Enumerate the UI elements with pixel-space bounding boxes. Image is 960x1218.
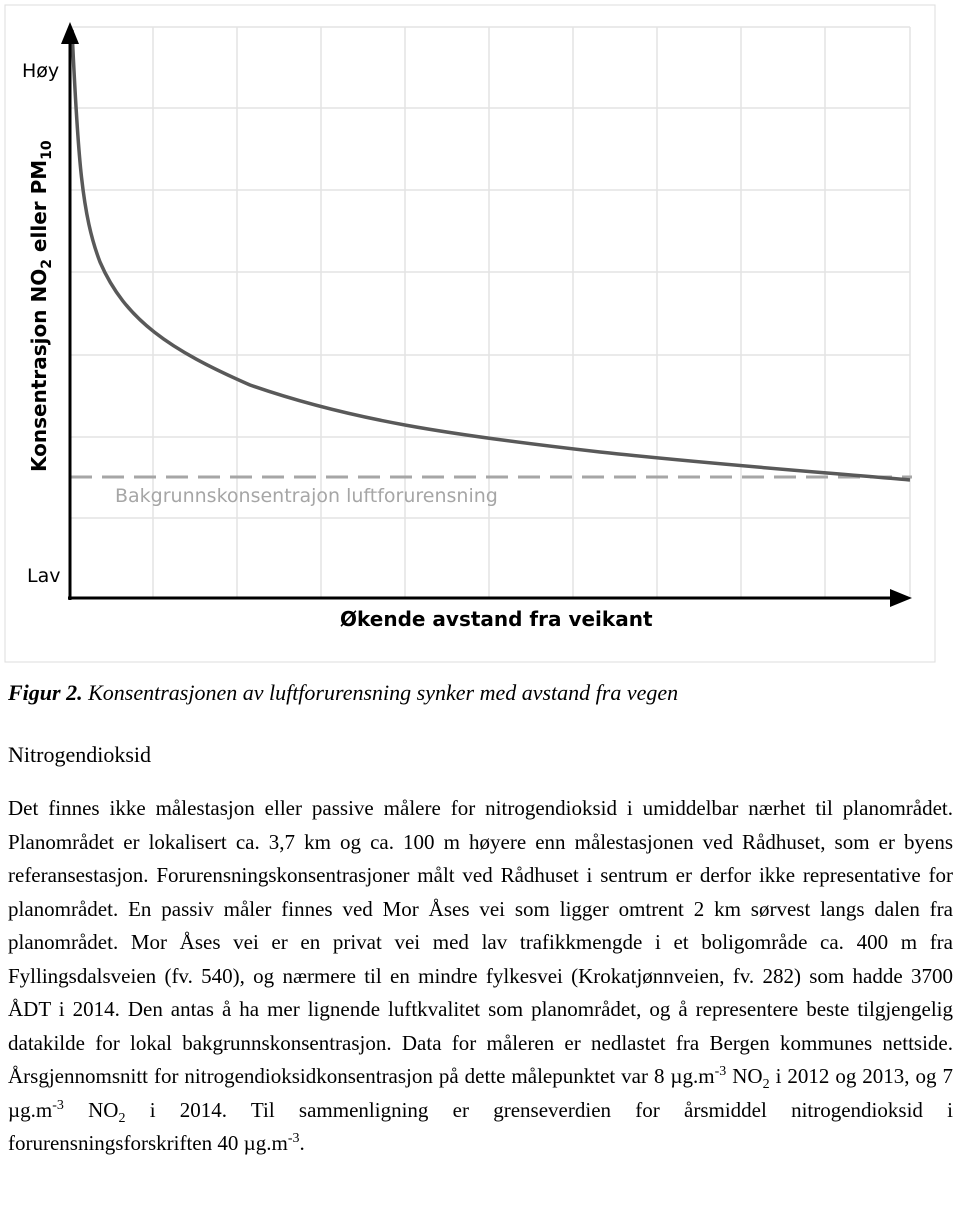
y-label-sub: 10 [39, 140, 55, 160]
x-arrow [890, 589, 912, 607]
y-label-part: Konsentrasjon NO [27, 269, 51, 472]
figure: Høy Lav Bakgrunnskonsentrajon luftforure… [4, 4, 936, 663]
supscript: -3 [714, 1064, 727, 1079]
caption-text: Konsentrasjonen av luftforurensning synk… [82, 680, 679, 705]
text-run: Det finnes ikke målestasjon eller passiv… [8, 796, 953, 1088]
text-run: i 2014. Til sammenligning er grenseverdi… [8, 1097, 953, 1156]
supscript: -3 [52, 1097, 64, 1113]
text-run: i 2012 og 2013, og 7 µg.m [8, 1064, 953, 1122]
concentration-curve [70, 29, 911, 482]
supscript: -3 [287, 1131, 300, 1146]
y-arrow [61, 22, 79, 44]
y-low: Lav [27, 565, 60, 587]
heading: Nitrogendioksid [8, 742, 151, 767]
paragraph: Det finnes ikke målestasjon eller passiv… [8, 792, 953, 1161]
text-run: NO [63, 1097, 119, 1122]
y-label: Konsentrasjon NO2 eller PM10 [27, 140, 55, 472]
figure-frame [4, 4, 936, 663]
y-label-sub: 2 [39, 259, 55, 269]
grid [70, 26, 911, 598]
caption: Figur 2. Konsentrasjonen av luftforurens… [8, 680, 678, 706]
baseline-label: Bakgrunnskonsentrajon luftforurensning [115, 485, 498, 507]
text-run: NO [726, 1064, 763, 1088]
y-label-part: eller PM [27, 160, 51, 259]
x-label: Økende avstand fra veikant [340, 607, 653, 631]
subscript: 2 [118, 1110, 126, 1126]
text-run: . [299, 1131, 305, 1155]
y-high: Høy [22, 60, 59, 82]
subscript: 2 [762, 1077, 770, 1093]
caption-number: Figur 2. [8, 680, 83, 705]
